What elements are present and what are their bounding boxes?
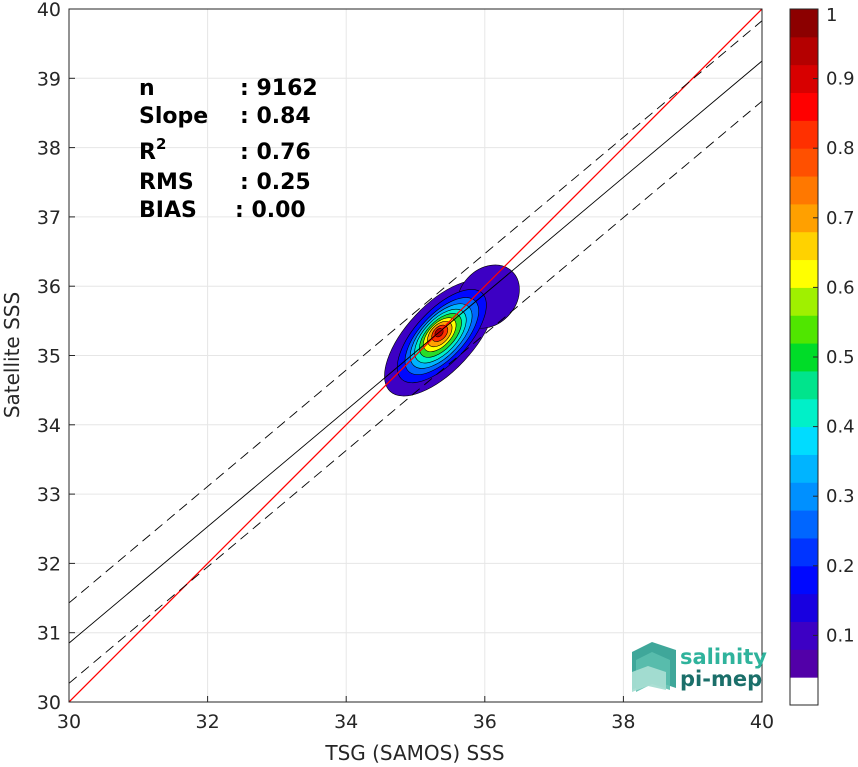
colorbar-segment bbox=[790, 537, 818, 567]
colorbar-segment bbox=[790, 231, 818, 261]
colorbar-segment bbox=[790, 454, 818, 483]
stat-bias-value: : 0.00 bbox=[235, 198, 306, 223]
stat-n-label: n bbox=[139, 76, 155, 101]
stat-rms-value: : 0.25 bbox=[240, 170, 311, 195]
y-tick-label: 32 bbox=[37, 553, 61, 575]
lower-bound-line bbox=[69, 100, 762, 684]
colorbar-segment bbox=[790, 9, 818, 38]
colorbar-tick-label: 0.4 bbox=[826, 417, 855, 438]
x-tick-label: 38 bbox=[611, 711, 635, 733]
colorbar-segment bbox=[790, 148, 818, 177]
stat-slope-value: : 0.84 bbox=[240, 104, 311, 129]
y-tick-label: 36 bbox=[37, 276, 61, 298]
colorbar-segment bbox=[790, 92, 818, 121]
upper-bound-line bbox=[69, 20, 762, 604]
colorbar-tick-label: 0.1 bbox=[826, 625, 855, 646]
colorbar-segment bbox=[790, 120, 818, 149]
colorbar-segment bbox=[790, 593, 818, 622]
logo-line-2: pi-mep bbox=[680, 667, 762, 691]
colorbar-segment bbox=[790, 259, 818, 288]
x-tick-label: 36 bbox=[473, 711, 497, 733]
y-axis: 30 31 32 33 34 35 36 37 38 39 40 bbox=[37, 0, 75, 714]
colorbar-segment bbox=[790, 370, 818, 400]
stat-n-value: : 9162 bbox=[240, 76, 318, 101]
y-tick-label: 30 bbox=[37, 692, 61, 714]
stat-rms-label: RMS bbox=[139, 170, 194, 195]
colorbar-segment bbox=[790, 315, 818, 344]
stat-superscript: 2 bbox=[156, 135, 166, 153]
colorbar-tick-label: 0.8 bbox=[826, 138, 855, 159]
y-tick-label: 34 bbox=[37, 415, 61, 437]
colorbar-segment bbox=[790, 36, 818, 66]
colorbar-tick-label: 1 bbox=[826, 5, 837, 26]
colorbar-segment bbox=[790, 677, 818, 706]
x-tick-label: 34 bbox=[334, 711, 358, 733]
y-tick-label: 37 bbox=[37, 207, 61, 229]
colorbar-tick-label: 0.9 bbox=[826, 69, 855, 90]
colorbar-segment bbox=[790, 287, 818, 316]
colorbar-segment bbox=[790, 176, 818, 205]
reference-lines bbox=[69, 9, 762, 702]
stat-bias-label: BIAS bbox=[139, 198, 197, 223]
grid bbox=[69, 9, 762, 702]
x-tick-label: 32 bbox=[196, 711, 220, 733]
colorbar-tick-label: 0.5 bbox=[826, 347, 855, 368]
y-tick-label: 35 bbox=[37, 346, 61, 368]
y-tick-label: 31 bbox=[37, 623, 61, 645]
colorbar-segment bbox=[790, 649, 818, 678]
y-tick-label: 40 bbox=[37, 0, 61, 21]
colorbar-segment bbox=[790, 426, 818, 455]
colorbar-segment bbox=[790, 565, 818, 595]
colorbar-segment bbox=[790, 398, 818, 428]
x-tick-label: 40 bbox=[750, 711, 774, 733]
logo-mark-icon bbox=[632, 642, 676, 692]
y-axis-label: Satellite SSS bbox=[0, 292, 24, 418]
density-contours bbox=[384, 264, 520, 397]
x-axis: 30 32 34 36 38 40 bbox=[57, 696, 774, 733]
regression-line bbox=[69, 60, 762, 644]
colorbar-tick-label: 0.7 bbox=[826, 208, 855, 229]
colorbar: 0.1 0.2 0.3 0.4 0.5 0.6 0.7 0.8 0.9 1 bbox=[789, 5, 855, 706]
y-tick-label: 39 bbox=[37, 68, 61, 90]
colorbar-tick-label: 0.2 bbox=[826, 556, 855, 577]
colorbar-segment bbox=[790, 510, 818, 539]
colorbar-tick-label: 0.3 bbox=[826, 486, 855, 507]
x-axis-label: TSG (SAMOS) SSS bbox=[324, 741, 504, 765]
colorbar-tick-label: 0.6 bbox=[826, 277, 855, 298]
x-tick-label: 30 bbox=[57, 711, 81, 733]
logo-line-1: salinity bbox=[680, 645, 767, 669]
y-tick-label: 33 bbox=[37, 484, 61, 506]
y-tick-label: 38 bbox=[37, 138, 61, 160]
stat-slope-label: Slope bbox=[139, 104, 208, 129]
salinity-pi-mep-logo: salinity pi-mep bbox=[632, 642, 767, 692]
stat-r-value: : 0.76 bbox=[240, 140, 311, 165]
